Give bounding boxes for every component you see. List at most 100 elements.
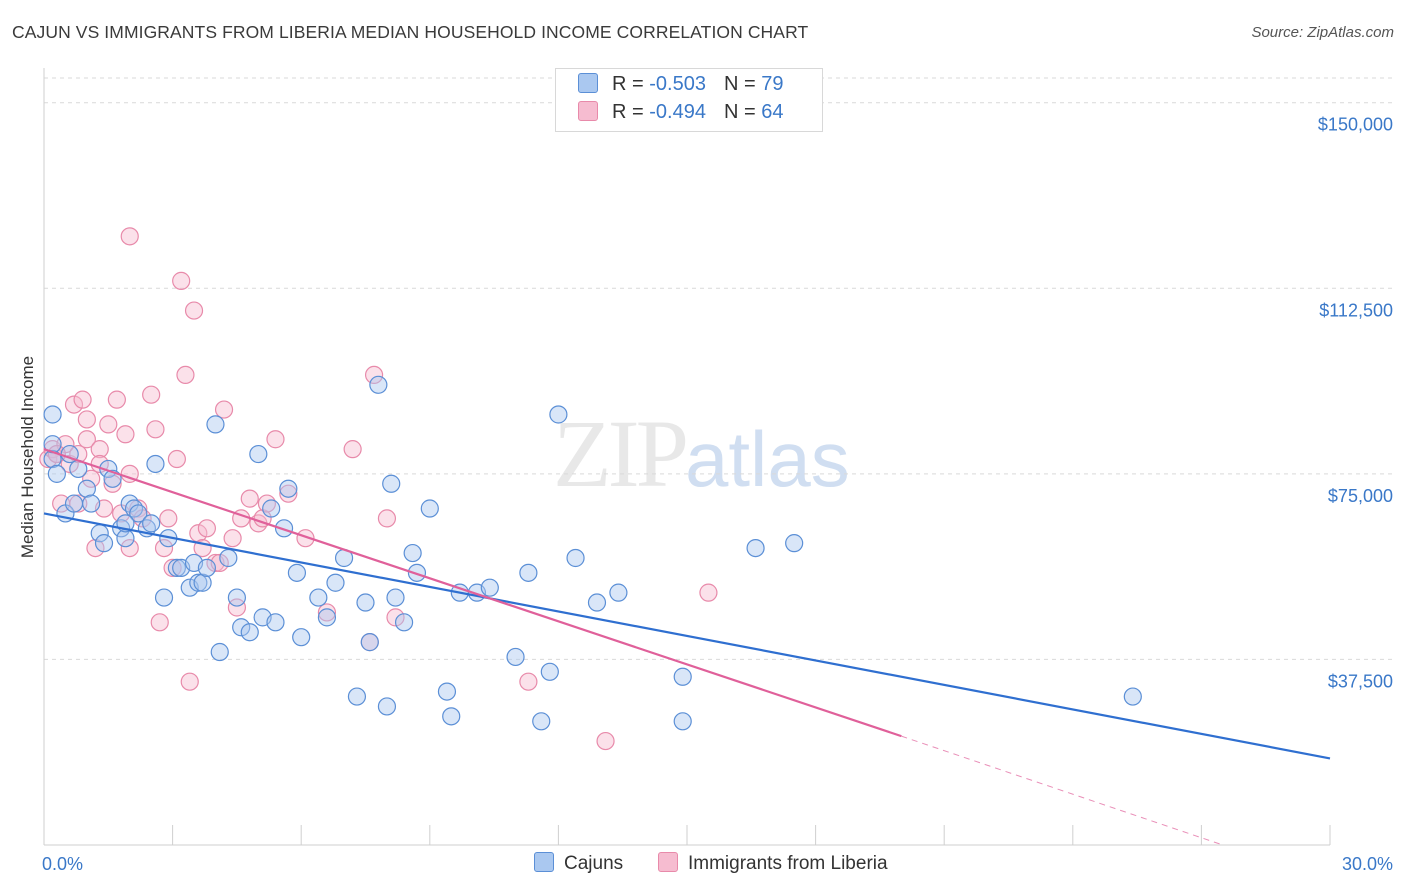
- liberia-point: [107, 390, 126, 409]
- y-tick-label: $112,500: [1319, 300, 1393, 320]
- cajun-point: [369, 375, 388, 394]
- cajun-point: [210, 642, 229, 662]
- cajun-point: [94, 534, 114, 553]
- liberia-point: [699, 583, 718, 602]
- cajun-point: [394, 613, 414, 632]
- cajun-point: [532, 712, 551, 731]
- liberia-trend-line: [43, 448, 902, 738]
- cajun-point: [309, 588, 328, 607]
- liberia-point: [172, 271, 191, 290]
- cajun-point: [266, 613, 285, 632]
- cajun-point: [382, 474, 401, 493]
- watermark-atlas: atlas: [685, 415, 850, 503]
- cajun-legend-swatch: [534, 852, 554, 872]
- cajun-point: [292, 628, 311, 647]
- cajun-point: [227, 588, 246, 607]
- grid-lines: [44, 77, 1395, 660]
- y-tick-label: $150,000: [1318, 115, 1393, 135]
- liberia-point: [150, 613, 169, 632]
- liberia-point: [90, 440, 109, 459]
- liberia-point: [167, 449, 186, 469]
- cajun-point: [442, 707, 461, 726]
- cajun-point: [540, 662, 559, 681]
- cajun-point: [146, 454, 165, 474]
- watermark-zip: ZIP: [553, 400, 689, 507]
- x-tick-label: 0.0%: [42, 854, 83, 874]
- cajun-point: [206, 415, 225, 434]
- liberia-point: [77, 430, 96, 449]
- cajun-point: [347, 687, 367, 706]
- cajun-point: [377, 697, 397, 716]
- liberia-point: [146, 420, 165, 439]
- cajun-point: [249, 444, 268, 464]
- legend-r-label: R =: [612, 73, 650, 95]
- cajun-point: [437, 682, 457, 701]
- x-tick-label: 30.0%: [1342, 854, 1393, 874]
- cajun-point: [317, 608, 337, 627]
- cajun-point: [262, 499, 281, 518]
- watermark: ZIPatlas: [553, 398, 850, 509]
- cajun-point: [274, 519, 294, 538]
- legend-row-cajun: R = -0.503 N = 79: [578, 73, 783, 99]
- cajun-point: [142, 514, 161, 533]
- cajun-point: [1123, 687, 1142, 706]
- cajun-point: [189, 573, 208, 592]
- legend-row-liberia: R = -0.494 N = 64: [578, 101, 783, 127]
- cajun-point: [549, 405, 568, 424]
- liberia-point: [116, 425, 135, 444]
- liberia-point: [73, 390, 92, 409]
- y-tick-label: $37,500: [1328, 671, 1393, 691]
- liberia-point: [596, 731, 615, 751]
- legend-n-label: N =: [723, 101, 762, 123]
- liberia-point: [317, 603, 337, 622]
- cajun-point: [167, 558, 186, 577]
- cajun-point: [279, 479, 298, 498]
- legend-r-label: R =: [612, 101, 650, 123]
- cajun-point: [43, 449, 62, 469]
- liberia-point: [279, 484, 298, 503]
- liberia-point: [103, 474, 122, 493]
- cajun-point: [82, 494, 101, 513]
- axis-labels: $150,000 $112,500 $75,000 $37,500 0.0% 30.0% M…: [18, 115, 1393, 874]
- liberia-trend-extension: [901, 735, 1223, 846]
- liberia-point: [227, 598, 246, 617]
- liberia-point: [129, 499, 148, 518]
- cajun-point: [240, 623, 259, 642]
- legend-r-value: -0.494: [649, 101, 706, 123]
- cajun-point: [420, 499, 439, 518]
- correlation-legend: R = -0.503 N = 79 R = -0.494 N = 64: [555, 68, 823, 132]
- liberia-point: [386, 608, 405, 627]
- cajun-point: [219, 548, 238, 568]
- cajun-point: [197, 558, 216, 577]
- cajun-point: [193, 573, 212, 592]
- liberia-swatch: [578, 101, 598, 121]
- liberia-point: [184, 301, 204, 320]
- cajun-point: [232, 618, 251, 637]
- cajun-point: [519, 563, 538, 582]
- cajun-point: [360, 633, 379, 652]
- cajun-point: [673, 667, 692, 686]
- trend-lines: [43, 448, 1331, 846]
- liberia-point: [364, 365, 384, 385]
- cajun-point: [566, 548, 585, 568]
- cajun-point: [506, 647, 525, 667]
- liberia-point: [120, 227, 139, 246]
- liberia-point: [214, 400, 234, 419]
- source-label: Source: ZipAtlas.com: [1251, 24, 1394, 41]
- legend-n-label: N =: [723, 73, 762, 95]
- liberia-point: [240, 489, 259, 508]
- cajun-point: [746, 538, 765, 558]
- chart-title: CAJUN VS IMMIGRANTS FROM LIBERIA MEDIAN …: [12, 22, 809, 42]
- liberia-legend-label: Immigrants from Liberia: [688, 853, 888, 874]
- liberia-point: [296, 529, 315, 548]
- legend-n-value: 64: [761, 101, 784, 123]
- liberia-point: [77, 410, 96, 429]
- liberia-point: [99, 415, 118, 434]
- liberia-point: [86, 538, 105, 558]
- bottom-legend-cajun: Cajuns: [534, 852, 623, 875]
- y-axis-title: Median Household Income: [18, 356, 37, 558]
- cajun-point: [356, 593, 375, 612]
- liberia-point: [197, 519, 216, 538]
- liberia-legend-swatch: [658, 852, 678, 872]
- liberia-point: [82, 469, 101, 488]
